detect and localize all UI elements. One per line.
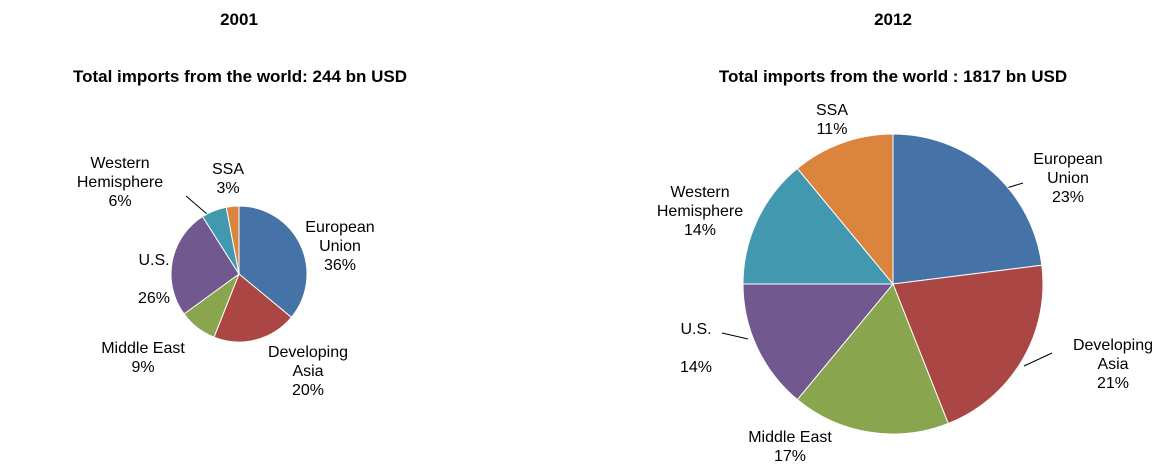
leader-line	[185, 195, 208, 215]
slice-category: Western Hemisphere	[76, 155, 164, 191]
slice-value-label: 6%	[108, 193, 132, 210]
slice-category: SSA	[815, 102, 848, 119]
slice-value-label: 21%	[1096, 375, 1130, 392]
slice-category: U.S.	[138, 252, 170, 269]
pie-slice	[796, 283, 949, 435]
pie-slice	[225, 205, 240, 275]
slice-value-label: 11%	[816, 121, 848, 138]
pie-slice	[796, 133, 894, 286]
pie-slice	[213, 273, 293, 343]
pie-slice	[170, 215, 240, 315]
slice-value-label: 14%	[679, 359, 713, 376]
slice-category: Developing Asia	[267, 344, 349, 380]
slice-category: Middle East	[101, 340, 185, 357]
slice-value-label: 14%	[683, 222, 717, 239]
slice-category: Western Hemisphere	[656, 184, 744, 220]
leader-line	[1023, 352, 1053, 367]
pie-slice	[742, 283, 895, 401]
slice-category: SSA	[211, 161, 244, 178]
leader-line	[721, 332, 749, 340]
pie-slice	[742, 167, 895, 285]
slice-value-label: 26%	[137, 290, 171, 307]
slice-category: European Union	[1033, 151, 1103, 187]
pie-slice	[238, 205, 308, 319]
slice-category: U.S.	[680, 321, 712, 338]
slice-category: Developing Asia	[1072, 337, 1154, 373]
slice-value-label: 23%	[1051, 189, 1085, 206]
slice-value-label: 3%	[216, 180, 240, 197]
slice-value-label: 36%	[323, 257, 357, 274]
chart-subtitle: Total imports from the world : 1817 bn U…	[719, 67, 1067, 86]
chart-title: 2012	[874, 10, 912, 29]
slice-value-label: 20%	[291, 382, 325, 399]
pie-slice	[892, 264, 1044, 425]
chart-title: 2001	[220, 10, 258, 29]
slice-value-label: 9%	[131, 359, 155, 376]
pie-slice	[892, 133, 1043, 285]
chart-subtitle: Total imports from the world: 244 bn USD	[73, 67, 407, 86]
slice-category: Middle East	[748, 429, 832, 446]
slice-value-label: 17%	[773, 448, 807, 465]
slice-category: European Union	[305, 219, 375, 255]
